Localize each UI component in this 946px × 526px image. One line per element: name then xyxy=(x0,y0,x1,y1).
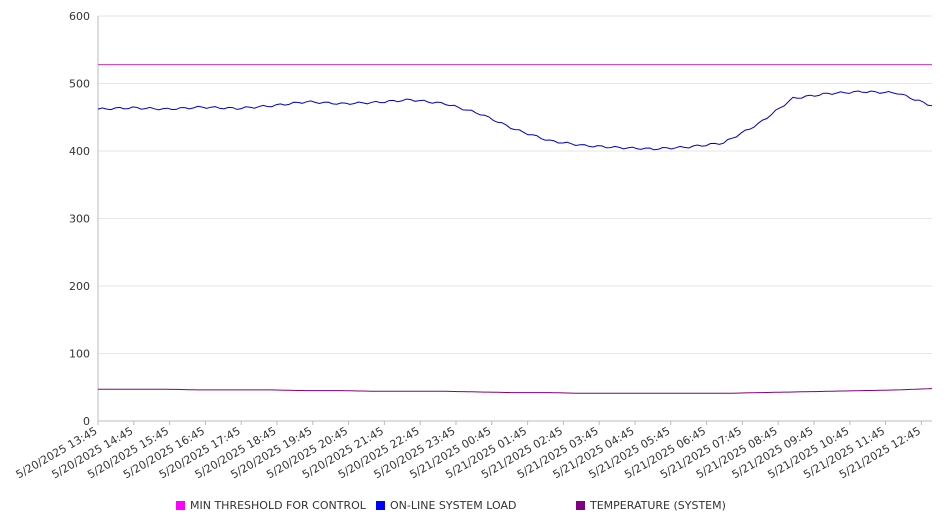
series-line-temperature-system xyxy=(98,388,933,394)
legend-swatch xyxy=(176,501,185,510)
axes xyxy=(97,16,932,422)
legend-swatch xyxy=(576,501,585,510)
series-lines xyxy=(97,64,933,394)
legend-item: ON-LINE SYSTEM LOAD xyxy=(376,499,516,512)
y-tick-label: 600 xyxy=(69,10,90,23)
legend-item: MIN THRESHOLD FOR CONTROL xyxy=(176,499,367,512)
y-axis-tick-labels: 0 100 200 300 400 500 600 xyxy=(69,10,90,428)
legend-label: TEMPERATURE (SYSTEM) xyxy=(589,499,726,512)
y-tick-label: 100 xyxy=(69,348,90,361)
y-tick-label: 0 xyxy=(83,415,90,428)
legend-swatch xyxy=(376,501,385,510)
y-tick-label: 200 xyxy=(69,280,90,293)
y-gridlines xyxy=(98,15,932,354)
y-tick-label: 300 xyxy=(69,213,90,226)
series-line-on-line-system-load xyxy=(97,90,933,151)
legend-label: ON-LINE SYSTEM LOAD xyxy=(390,499,516,512)
legend-label: MIN THRESHOLD FOR CONTROL xyxy=(190,499,367,512)
legend-item: TEMPERATURE (SYSTEM) xyxy=(576,499,726,512)
y-tick-label: 500 xyxy=(69,78,90,91)
y-tick-label: 400 xyxy=(69,145,90,158)
legend: MIN THRESHOLD FOR CONTROL ON-LINE SYSTEM … xyxy=(176,499,726,512)
x-axis-tick-labels: 5/20/2025 13:455/20/2025 14:455/20/2025 … xyxy=(14,421,923,481)
